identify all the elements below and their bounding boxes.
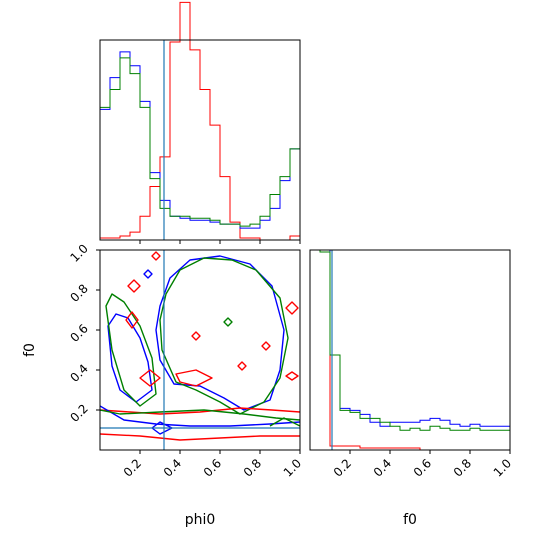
histogram-f0-series [310,250,510,450]
histogram-f0-ticks: 0.2 0.4 0.6 0.8 1.0 [331,450,514,480]
contour-17 [100,409,300,421]
contour-8 [191,331,201,341]
histogram-phi0-series-2 [99,57,301,240]
histogram-f0-xtick-label-4: 1.0 [491,456,514,479]
contour-xtick-label-4: 1.0 [281,456,304,479]
histogram-phi0-frame [99,39,301,241]
contour-ytick-label-0: 0.2 [67,401,90,424]
contour-ytick-label-1: 0.4 [67,361,90,384]
contour-2 [107,313,153,403]
contour-20 [143,269,153,279]
histogram-f0-series-1 [310,250,510,450]
contour-lines [100,251,300,441]
contour-6 [127,279,141,293]
histogram-f0-xtick-label-2: 0.6 [411,456,434,479]
histogram-phi0-series [99,1,301,241]
contour-xtick-label-2: 0.6 [201,456,224,479]
contour-13 [151,251,161,261]
contour-truth-lines [100,250,300,450]
xlabel-f0: f0 [403,512,417,528]
contour-ticks: 0.2 0.4 0.6 0.8 1.0 0.2 0.4 0.6 0.8 1.0 [67,241,304,479]
contour-15 [100,433,300,441]
contour-xtick-label-1: 0.4 [161,456,184,479]
contour-10 [261,341,271,351]
contour-14 [100,407,300,415]
contour-ytick-label-2: 0.6 [67,321,90,344]
histogram-phi0-ticks [139,240,301,244]
histogram-f0-xtick-label-0: 0.2 [331,456,354,479]
ylabel-f0: f0 [22,343,38,357]
contour-ytick-label-4: 1.0 [67,241,90,264]
contour-12 [285,371,299,381]
histogram-f0-panel: 0.2 0.4 0.6 0.8 1.0 [309,249,514,480]
contour-3 [105,293,157,407]
contour-frame [99,249,301,451]
histogram-f0-xtick-label-1: 0.4 [371,456,394,479]
contour-xtick-label-0: 0.2 [121,456,144,479]
contour-4 [139,369,161,387]
contour-11 [285,301,299,315]
contour-9 [237,361,247,371]
contour-18 [269,417,300,427]
xlabel-phi0: phi0 [185,512,216,528]
contour-19 [223,317,233,327]
contour-xtick-label-3: 0.8 [241,456,264,479]
histogram-f0-frame [309,249,511,451]
contour-7 [125,311,139,329]
histogram-f0-xtick-label-3: 0.8 [451,456,474,479]
histogram-phi0-panel [99,1,301,244]
contour-1 [159,257,289,415]
histogram-f0-series-0 [310,250,510,450]
histogram-f0-series-2 [310,250,510,450]
contour-ytick-label-3: 0.8 [67,281,90,304]
contour-16 [100,405,300,427]
contour-phi0-f0-panel: 0.2 0.4 0.6 0.8 1.0 0.2 0.4 0.6 0.8 1.0 [67,241,304,479]
contour-5 [175,369,213,387]
